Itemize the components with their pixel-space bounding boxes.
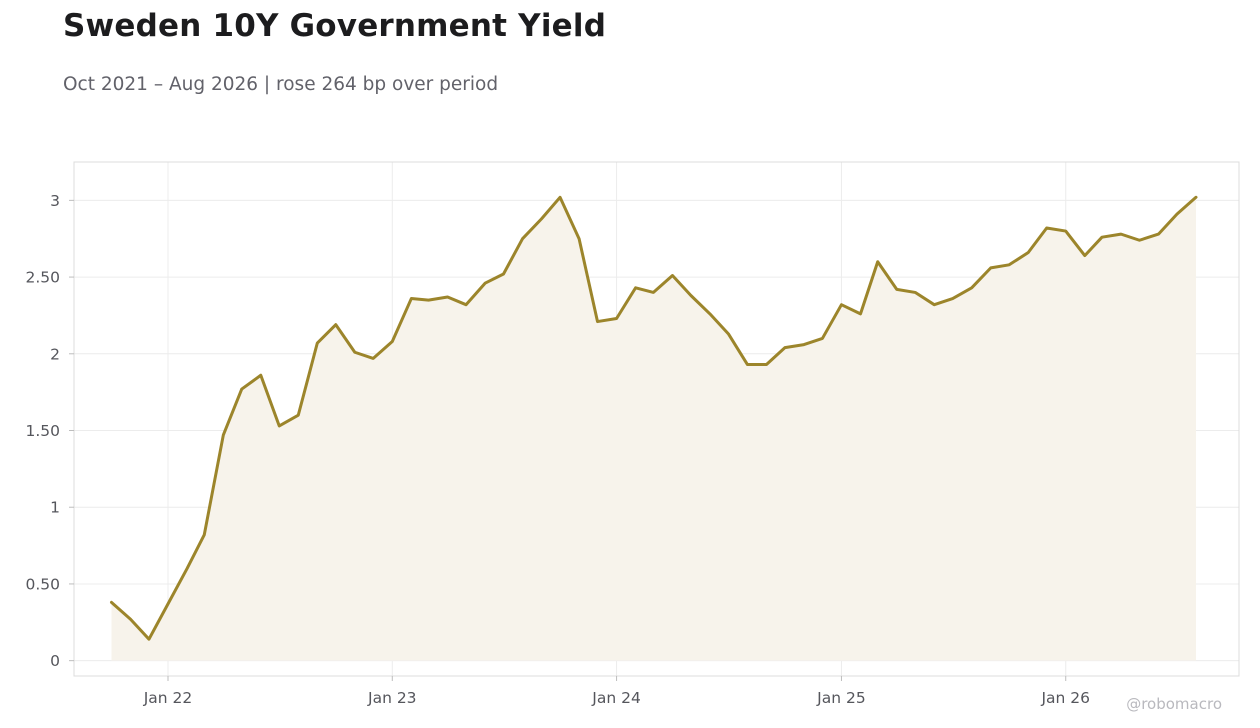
data-point xyxy=(1083,254,1087,258)
data-point xyxy=(1026,251,1030,255)
data-point xyxy=(783,346,787,350)
data-point xyxy=(147,637,151,641)
data-point xyxy=(185,567,189,571)
data-point xyxy=(446,295,450,299)
data-point xyxy=(109,600,113,604)
y-tick-label: 3 xyxy=(50,192,60,210)
data-point xyxy=(1157,232,1161,236)
y-tick-label: 1.50 xyxy=(25,422,60,440)
y-axis-ticks: 0 0.50 1 1.50 2 2.50 3 xyxy=(25,192,74,670)
data-point xyxy=(596,320,600,324)
data-point xyxy=(334,323,338,327)
data-point xyxy=(296,413,300,417)
y-tick-label: 0.50 xyxy=(25,575,60,593)
data-point xyxy=(1064,229,1068,233)
data-point xyxy=(202,533,206,537)
data-point xyxy=(1119,232,1123,236)
y-tick-label: 0 xyxy=(50,652,60,670)
data-point xyxy=(839,303,843,307)
x-tick-label: Jan 24 xyxy=(591,689,641,707)
chart-title: Sweden 10Y Government Yield xyxy=(63,8,607,44)
data-point xyxy=(540,217,544,221)
data-point xyxy=(634,286,638,290)
chart-subtitle: Oct 2021 – Aug 2026 | rose 264 bp over p… xyxy=(63,74,499,95)
data-point xyxy=(502,272,506,276)
data-point xyxy=(240,387,244,391)
data-point xyxy=(521,237,525,241)
data-point xyxy=(989,266,993,270)
y-tick-label: 2 xyxy=(50,345,60,363)
data-point xyxy=(708,312,712,316)
data-point xyxy=(129,617,133,621)
data-point xyxy=(670,274,674,278)
data-point xyxy=(764,363,768,367)
yield-line xyxy=(109,195,1198,641)
data-point xyxy=(876,260,880,264)
data-point xyxy=(353,350,357,354)
plot-frame xyxy=(73,161,1240,677)
data-point xyxy=(390,340,394,344)
y-tick-label: 1 xyxy=(50,499,60,517)
x-tick-label: Jan 22 xyxy=(143,689,193,707)
data-point xyxy=(820,336,824,340)
y-tick-label: 2.50 xyxy=(25,269,60,287)
data-point xyxy=(221,433,225,437)
data-point xyxy=(277,424,281,428)
x-axis-ticks: Jan 22 Jan 23 Jan 24 Jan 25 Jan 26 xyxy=(143,676,1090,707)
data-point xyxy=(315,341,319,345)
data-point xyxy=(259,373,263,377)
data-point xyxy=(558,195,562,199)
data-point xyxy=(1137,238,1141,242)
watermark: @robomacro xyxy=(1126,695,1222,713)
data-point xyxy=(577,237,581,241)
data-point xyxy=(427,298,431,302)
data-point xyxy=(932,303,936,307)
data-point xyxy=(166,602,170,606)
data-point xyxy=(1175,212,1179,216)
data-point xyxy=(615,317,619,321)
yield-area-fill xyxy=(111,197,1196,661)
x-tick-label: Jan 23 xyxy=(367,689,417,707)
x-tick-label: Jan 26 xyxy=(1040,689,1090,707)
data-point xyxy=(483,281,487,285)
data-point xyxy=(409,297,413,301)
data-point xyxy=(651,290,655,294)
data-point xyxy=(951,297,955,301)
x-tick-label: Jan 25 xyxy=(816,689,866,707)
data-point xyxy=(1100,235,1104,239)
data-point xyxy=(913,290,917,294)
data-point xyxy=(1194,195,1198,199)
data-point xyxy=(689,293,693,297)
data-point xyxy=(745,363,749,367)
data-point xyxy=(371,356,375,360)
data-point xyxy=(1007,263,1011,267)
data-point xyxy=(895,287,899,291)
data-point xyxy=(1045,226,1049,230)
data-point xyxy=(858,312,862,316)
data-point xyxy=(802,343,806,347)
data-point xyxy=(970,286,974,290)
data-point xyxy=(726,332,730,336)
data-point xyxy=(464,303,468,307)
